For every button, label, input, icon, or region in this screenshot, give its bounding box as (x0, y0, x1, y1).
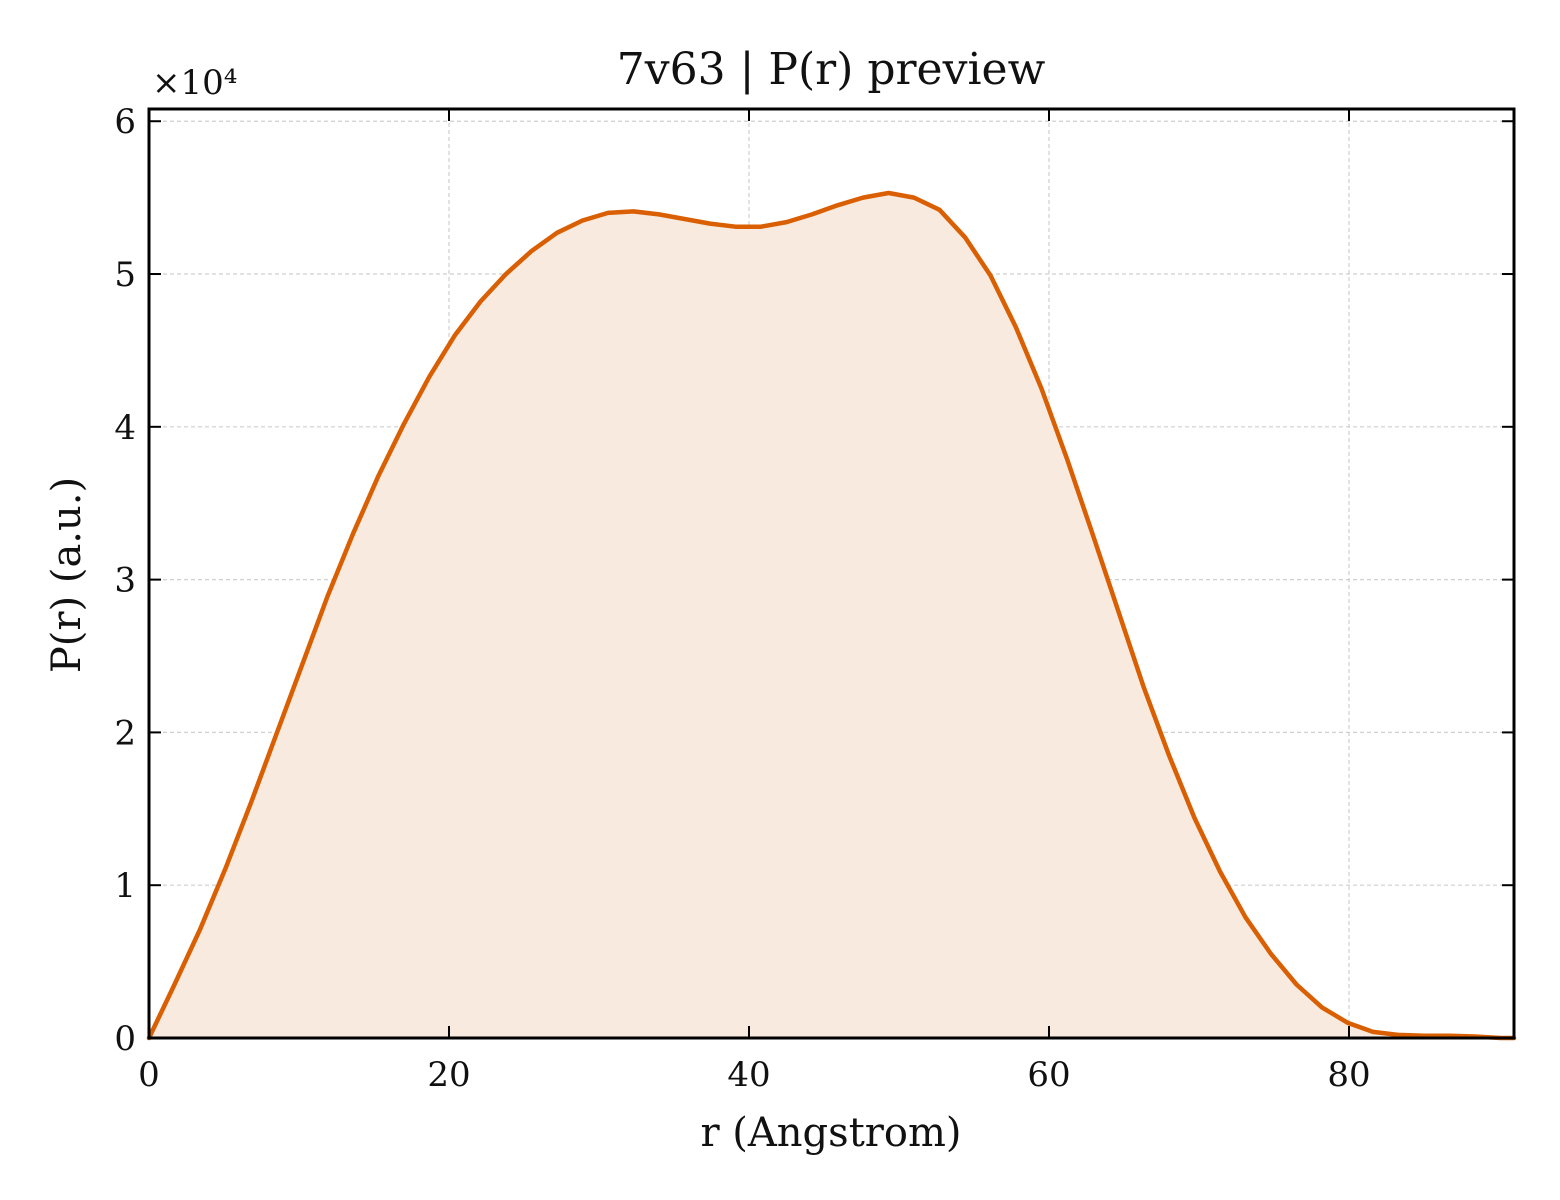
y-axis-title: P(r) (a.u.) (44, 477, 90, 673)
y-tick-label: 3 (114, 561, 136, 601)
x-tick-label: 0 (138, 1055, 160, 1095)
pr-area-fill (149, 193, 1514, 1038)
y-tick-label: 1 (114, 866, 136, 906)
y-axis-multiplier: ×10⁴ (152, 63, 237, 103)
chart-title: 7v63 | P(r) preview (617, 44, 1046, 95)
y-tick-label: 5 (114, 255, 136, 295)
x-tick-label: 60 (1027, 1055, 1070, 1095)
axes: 0 20 40 60 80 0 1 2 3 4 5 6 (114, 102, 1516, 1095)
pr-curve-line (146, 190, 1517, 1041)
y-tick-label: 4 (114, 408, 136, 448)
x-tick-label: 40 (727, 1055, 770, 1095)
y-tick-label: 0 (114, 1019, 136, 1059)
y-tick-label: 6 (114, 102, 136, 142)
x-tick-label: 80 (1327, 1055, 1370, 1095)
x-tick-label: 20 (427, 1055, 470, 1095)
x-axis-title: r (Angstrom) (700, 1110, 961, 1156)
y-tick-label: 2 (114, 713, 136, 753)
data-layer (146, 190, 1517, 1041)
plot-frame (147, 107, 1516, 1040)
